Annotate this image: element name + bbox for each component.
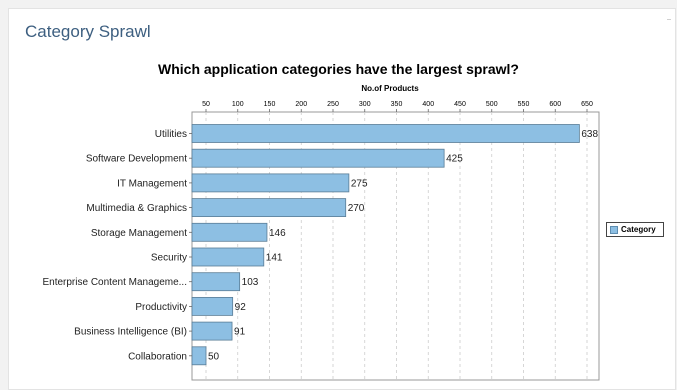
chart-title: Which application categories have the la… [158,61,519,77]
x-tick-label: 550 [518,101,530,108]
bar [191,173,350,193]
x-tick-label: 450 [454,101,466,108]
x-tick-label: 100 [232,101,244,108]
category-label: IT Management [117,178,187,189]
category-label: Software Development [86,154,187,165]
x-tick-label: 500 [486,101,498,108]
bar [191,198,347,218]
data-label: 425 [446,154,463,165]
data-label: 141 [266,253,283,264]
category-label: Storage Management [91,228,187,239]
bar [191,346,207,366]
data-label: 638 [581,129,598,140]
x-tick-label: 50 [202,101,210,108]
bar [191,321,233,341]
legend-swatch-category [610,225,618,234]
x-tick-label: 650 [581,101,593,108]
data-label: 270 [348,203,365,214]
legend-label-category: Category [621,225,656,234]
category-label: Productivity [135,302,187,313]
legend[interactable]: Category [606,222,664,237]
bar [191,222,268,242]
category-label: Multimedia & Graphics [86,203,187,214]
category-label: Enterprise Content Manageme... [42,277,187,288]
x-tick-label: 150 [264,101,276,108]
category-label: Business Intelligence (BI) [74,327,187,338]
data-label: 275 [351,178,368,189]
bar [191,124,580,143]
x-tick-label: 400 [422,101,434,108]
x-tick-label: 250 [327,101,339,108]
card-title: Category Sprawl [25,22,151,41]
bar [191,296,234,316]
category-label: Collaboration [128,351,187,362]
data-label: 146 [269,228,286,239]
data-label: 103 [242,277,259,288]
x-tick-label: 200 [295,101,307,108]
bar [191,272,241,292]
x-tick-label: 600 [549,101,561,108]
bar [191,247,265,267]
x-tick-label: 350 [391,101,403,108]
category-label: Security [151,253,187,264]
category-label: Utilities [155,129,187,140]
x-axis-title: No.of Products [361,84,419,93]
x-tick-label: 300 [359,101,371,108]
corner-mark [667,19,671,20]
bar [191,148,445,168]
data-label: 92 [235,302,247,313]
data-label: 50 [208,351,220,362]
data-label: 91 [234,327,246,338]
